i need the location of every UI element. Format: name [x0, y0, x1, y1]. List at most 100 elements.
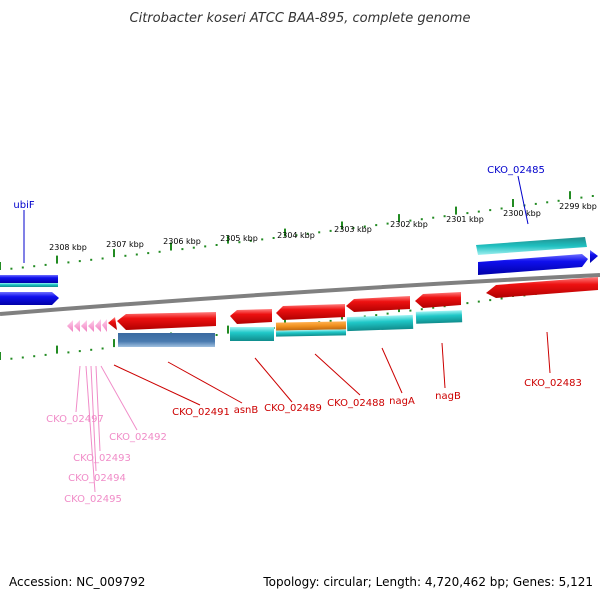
label-CKO_02483[interactable]: CKO_02483 — [524, 378, 582, 389]
label-CKO_02497[interactable]: CKO_02497 — [46, 414, 104, 425]
label-CKO_02493[interactable]: CKO_02493 — [73, 453, 131, 464]
minor-tick — [489, 299, 492, 302]
gene-small-red[interactable] — [108, 317, 117, 330]
minor-tick — [78, 350, 81, 353]
leader-nagB — [441, 342, 446, 389]
pseudogene-CKO_02495[interactable] — [74, 320, 80, 332]
map-title: Citrobacter koseri ATCC BAA-895, complet… — [130, 11, 471, 26]
minor-tick — [420, 218, 423, 221]
minor-tick — [591, 195, 594, 197]
pseudogene-CKO_02493[interactable] — [88, 320, 94, 332]
minor-tick — [21, 356, 24, 359]
minor-tick — [546, 201, 549, 204]
leader-lines — [23, 175, 551, 493]
leader-CKO_02483 — [546, 331, 551, 374]
minor-tick — [363, 315, 366, 318]
major-tick — [56, 345, 58, 354]
gene-CKO_02491[interactable] — [117, 312, 216, 330]
leader-CKO_02491 — [113, 364, 201, 406]
minor-tick — [44, 263, 47, 266]
leader-CKO_02495 — [85, 365, 96, 493]
minor-tick — [318, 231, 321, 234]
minor-tick — [67, 261, 70, 264]
label-nagB[interactable]: nagB — [435, 391, 461, 402]
genome-summary-text: Topology: circular; Length: 4,720,462 bp… — [262, 575, 593, 589]
leader-CKO_02493 — [95, 365, 101, 452]
minor-tick — [375, 224, 378, 227]
minor-tick — [500, 207, 503, 210]
major-tick — [284, 228, 286, 237]
label-CKO_02494[interactable]: CKO_02494 — [68, 473, 126, 484]
scale-label: 2304 kbp — [277, 231, 315, 240]
gene-nagA-rna[interactable] — [346, 314, 414, 332]
label-nagA[interactable]: nagA — [389, 396, 415, 407]
pseudogene-CKO_02494[interactable] — [81, 320, 87, 332]
label-CKO_02485[interactable]: CKO_02485 — [487, 165, 545, 176]
scale-label: 2303 kbp — [334, 225, 372, 234]
gene-CKO_02488-rna[interactable] — [275, 321, 347, 331]
major-tick — [455, 206, 457, 215]
major-tick — [0, 352, 1, 360]
minor-tick — [101, 347, 104, 350]
minor-tick — [90, 348, 93, 351]
genome-backbone — [0, 273, 600, 316]
minor-tick — [557, 199, 560, 202]
gene-CKO_02488-rna2[interactable] — [275, 329, 347, 337]
minor-tick — [33, 355, 36, 358]
minor-tick — [500, 297, 503, 300]
minor-tick — [409, 309, 412, 312]
gene-nagB-rna[interactable] — [415, 310, 463, 324]
label-asnB[interactable]: asnB — [234, 405, 259, 416]
gene-ubiF-cds[interactable] — [0, 292, 59, 305]
minor-tick — [261, 238, 264, 241]
scale-label: 2302 kbp — [390, 220, 428, 229]
major-tick — [227, 325, 229, 334]
minor-tick — [466, 302, 469, 305]
label-CKO_02495[interactable]: CKO_02495 — [64, 494, 122, 505]
gene-nagA[interactable] — [346, 296, 410, 312]
gene-CKO_02485[interactable] — [476, 237, 587, 255]
minor-tick — [534, 202, 537, 205]
label-CKO_02488[interactable]: CKO_02488 — [327, 398, 385, 409]
gene-CDS-blue[interactable] — [478, 254, 588, 275]
gene-CKO_02489[interactable] — [230, 309, 272, 324]
top-tick-row — [0, 191, 594, 270]
minor-tick — [443, 215, 446, 218]
minor-tick — [135, 253, 138, 256]
gene-nagB[interactable] — [415, 292, 461, 308]
gene-CKO_02489-rna[interactable] — [230, 327, 274, 341]
gene-CKO_02488[interactable] — [276, 304, 345, 320]
label-CKO_02489[interactable]: CKO_02489 — [264, 403, 322, 414]
label-ubiF[interactable]: ubiF — [13, 200, 34, 211]
scale-label: 2308 kbp — [49, 243, 87, 252]
minor-tick — [420, 308, 423, 311]
minor-tick — [21, 266, 24, 269]
pseudogene-CKO_02497[interactable] — [67, 320, 73, 332]
gene-ubiF[interactable] — [0, 275, 58, 283]
leader-asnB — [167, 361, 243, 404]
major-tick — [341, 221, 343, 230]
pseudogene-extra[interactable] — [102, 319, 107, 332]
gene-CDS-blue-edge[interactable] — [590, 250, 598, 263]
minor-tick — [432, 216, 435, 219]
major-tick — [227, 235, 229, 244]
minor-tick — [272, 237, 275, 239]
gene-labels: ubiF CKO_02485 CKO_02483 nagB nagA CKO_0… — [13, 165, 581, 505]
minor-tick — [67, 351, 70, 354]
gene-ubiF-rna[interactable] — [0, 283, 58, 287]
leader-CKO_02489 — [254, 357, 293, 403]
gene-CKO_02491-rna[interactable] — [118, 333, 215, 347]
pseudogene-CKO_02492[interactable] — [95, 319, 101, 332]
scale-labels: 2308 kbp 2307 kbp 2306 kbp 2305 kbp 2304… — [49, 202, 597, 252]
gene-CKO_02483[interactable] — [486, 277, 598, 298]
minor-tick — [329, 319, 332, 322]
major-tick — [170, 242, 172, 251]
minor-tick — [33, 265, 36, 268]
minor-tick — [409, 219, 412, 222]
leader-CKO_02494 — [90, 365, 97, 472]
minor-tick — [295, 234, 298, 237]
label-CKO_02491[interactable]: CKO_02491 — [172, 407, 230, 418]
accession-text: Accession: NC_009792 — [9, 575, 145, 589]
label-CKO_02492[interactable]: CKO_02492 — [109, 432, 167, 443]
